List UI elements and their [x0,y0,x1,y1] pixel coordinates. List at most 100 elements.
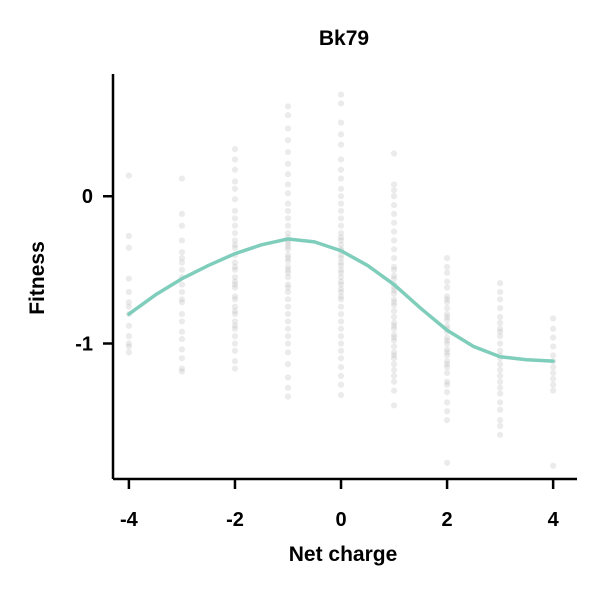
scatter-point [231,347,239,354]
scatter-point [550,369,557,377]
scatter-point [443,310,451,318]
scatter-point [231,308,239,315]
scatter-point [390,296,398,303]
scatter-point [284,171,292,178]
scatter-point [125,275,133,282]
scatter-point [390,355,398,362]
scatter-point [284,325,292,332]
scatter-point [284,310,292,318]
scatter-point [337,381,345,388]
scatter-point [231,229,239,237]
scatter-point [337,119,345,126]
scatter-point [443,349,451,356]
scatter-point [390,302,398,309]
scatter-point [497,372,504,380]
scatter-point [284,361,292,368]
scatter-point [284,274,292,281]
scatter-point [337,391,345,399]
scatter-point [390,313,398,321]
scatter-point [443,378,451,385]
scatter-point [178,346,186,353]
scatter-point [497,378,504,385]
scatter-point [390,331,398,338]
scatter-point [231,296,239,303]
scatter-point [497,328,504,335]
scatter-point [125,299,133,306]
scatter-point [443,254,451,262]
scatter-point [337,91,345,98]
scatter-point [337,207,345,215]
scatter-point [284,190,292,197]
y-tick-label: -1 [75,334,93,356]
scatter-point [550,375,557,382]
scatter-point [231,284,239,291]
scatter-point [337,355,345,362]
scatter-point [390,246,398,253]
scatter-point [284,229,292,237]
scatter-point [231,207,239,215]
scatter-point [497,384,504,391]
scatter-point [390,322,398,329]
scatter-point [497,280,504,287]
scatter-point [337,259,345,266]
scatter-point [390,319,398,326]
scatter-point [390,275,398,282]
scatter-point [337,234,345,241]
scatter-point [337,303,345,310]
scatter-point [284,215,292,222]
scatter-point [337,340,345,347]
scatter-point [337,274,345,281]
scatter-point [443,381,451,388]
scatter-point [390,254,398,262]
scatter-point [284,222,292,229]
scatter-point [125,172,133,179]
scatter-point [231,278,239,285]
scatter-point [497,406,504,413]
scatter-point [231,196,239,203]
scatter-point [284,125,292,132]
scatter-point [231,293,239,300]
scatter-point [390,361,398,368]
scatter-point [390,272,398,279]
y-axis-label: Fitness [26,241,49,315]
scatter-point [284,252,292,259]
scatter-point [550,315,557,322]
scatter-point [337,285,345,293]
scatter-point [231,259,239,266]
scatter-point [231,185,239,192]
axis-ticks: -4 -2 0 2 4 0 -1 [75,186,559,531]
scatter-point [390,387,398,394]
scatter-point [125,333,133,340]
scatter-point [337,278,345,285]
scatter-point [178,335,186,343]
scatter-point [443,369,451,377]
scatter-point [337,318,345,325]
scatter-point [231,340,239,347]
scatter-point [497,296,504,303]
scatter-point [231,178,239,185]
scatter-point [337,293,345,300]
scatter-point [125,340,133,347]
scatter-point [337,262,345,269]
scatter-point [178,254,186,262]
scatter-point [497,313,504,321]
scatter-point [284,374,292,381]
scatter-point [550,387,557,394]
scatter-point [284,103,292,110]
scatter-point [443,399,451,406]
scatter-point [231,333,239,340]
scatter-point [178,259,186,266]
scatter-point [231,166,239,173]
scatter-point [125,343,133,350]
scatter-point [390,366,398,374]
scatter-point [337,237,345,244]
scatter-point [390,150,398,157]
scatter-point [390,343,398,350]
scatter-point [337,281,345,288]
scatter-point [231,215,239,222]
scatter-point [390,228,398,235]
scatter-point [178,365,186,372]
scatter-point [284,257,292,265]
scatter-point [284,181,292,188]
scatter-point [337,141,345,148]
